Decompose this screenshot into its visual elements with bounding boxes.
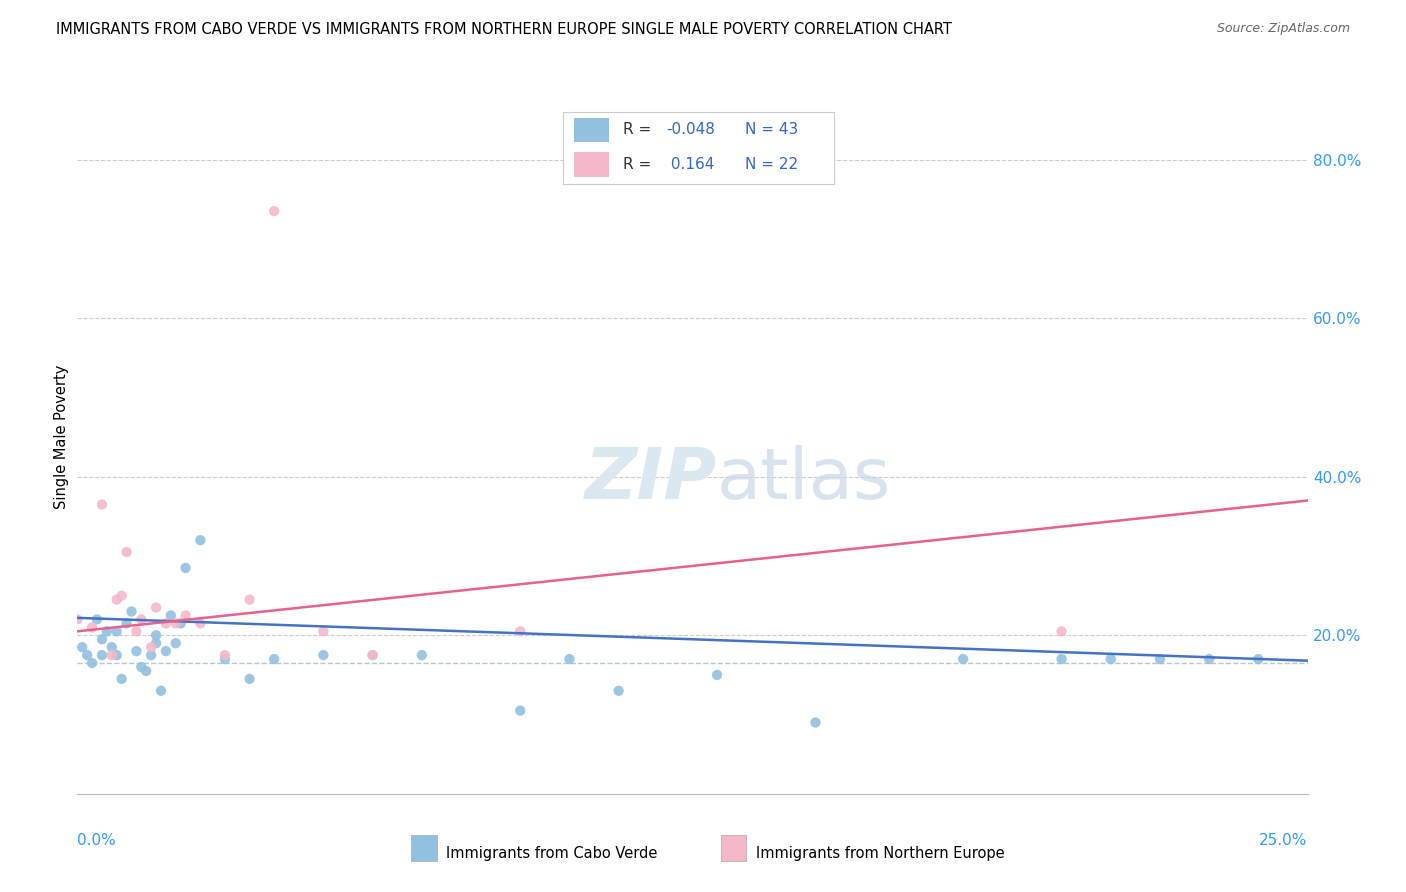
Text: ZIP: ZIP — [585, 445, 717, 515]
Y-axis label: Single Male Poverty: Single Male Poverty — [53, 365, 69, 509]
Point — [214, 652, 236, 666]
Point — [804, 715, 827, 730]
Point — [90, 648, 114, 662]
Point — [509, 624, 531, 639]
Point — [150, 683, 173, 698]
Point — [96, 624, 118, 639]
Point — [66, 612, 89, 626]
Point — [121, 605, 143, 619]
Point — [111, 672, 132, 686]
Point — [111, 589, 132, 603]
Point — [312, 624, 335, 639]
Point — [952, 652, 974, 666]
Point — [239, 592, 262, 607]
Point — [141, 648, 163, 662]
Point — [411, 648, 433, 662]
Point — [125, 624, 148, 639]
Point — [76, 648, 98, 662]
Point — [105, 592, 128, 607]
Point — [141, 640, 163, 655]
Point — [263, 204, 285, 219]
Point — [1050, 652, 1073, 666]
Point — [145, 628, 167, 642]
Point — [155, 644, 177, 658]
Point — [509, 704, 531, 718]
Point — [263, 652, 285, 666]
Point — [115, 616, 138, 631]
Point — [1149, 652, 1171, 666]
Point — [101, 640, 124, 655]
Point — [135, 664, 157, 678]
Point — [174, 561, 197, 575]
Point — [131, 660, 153, 674]
Point — [90, 498, 114, 512]
Text: N = 43: N = 43 — [745, 122, 797, 137]
Text: Immigrants from Cabo Verde: Immigrants from Cabo Verde — [447, 847, 658, 861]
Point — [1099, 652, 1122, 666]
Point — [190, 533, 212, 548]
Point — [105, 624, 128, 639]
Text: R =: R = — [623, 122, 657, 137]
Point — [706, 668, 728, 682]
Point — [1247, 652, 1270, 666]
Point — [115, 545, 138, 559]
Point — [82, 656, 104, 670]
Point — [165, 636, 187, 650]
Bar — [574, 153, 609, 177]
Text: IMMIGRANTS FROM CABO VERDE VS IMMIGRANTS FROM NORTHERN EUROPE SINGLE MALE POVERT: IMMIGRANTS FROM CABO VERDE VS IMMIGRANTS… — [56, 22, 952, 37]
Text: 0.0%: 0.0% — [77, 833, 117, 848]
Point — [1198, 652, 1220, 666]
Point — [155, 616, 177, 631]
Point — [90, 632, 114, 647]
Point — [607, 683, 630, 698]
Point — [239, 672, 262, 686]
Point — [165, 616, 187, 631]
Point — [190, 616, 212, 631]
Point — [170, 616, 193, 631]
Point — [86, 612, 108, 626]
Point — [214, 648, 236, 662]
Point — [312, 648, 335, 662]
Point — [101, 648, 124, 662]
Point — [1050, 624, 1073, 639]
Text: -0.048: -0.048 — [666, 122, 716, 137]
Point — [145, 600, 167, 615]
Point — [70, 640, 93, 655]
Point — [125, 644, 148, 658]
Point — [82, 620, 104, 634]
Text: 0.164: 0.164 — [666, 157, 714, 171]
Point — [131, 612, 153, 626]
Point — [105, 648, 128, 662]
Text: 25.0%: 25.0% — [1260, 833, 1308, 848]
Text: Source: ZipAtlas.com: Source: ZipAtlas.com — [1216, 22, 1350, 36]
Text: N = 22: N = 22 — [745, 157, 797, 171]
Point — [558, 652, 581, 666]
Point — [160, 608, 183, 623]
Text: Immigrants from Northern Europe: Immigrants from Northern Europe — [756, 847, 1004, 861]
Point — [174, 608, 197, 623]
Text: R =: R = — [623, 157, 657, 171]
Bar — [574, 118, 609, 143]
Point — [361, 648, 384, 662]
Text: atlas: atlas — [717, 445, 891, 515]
Point — [361, 648, 384, 662]
Point — [145, 636, 167, 650]
